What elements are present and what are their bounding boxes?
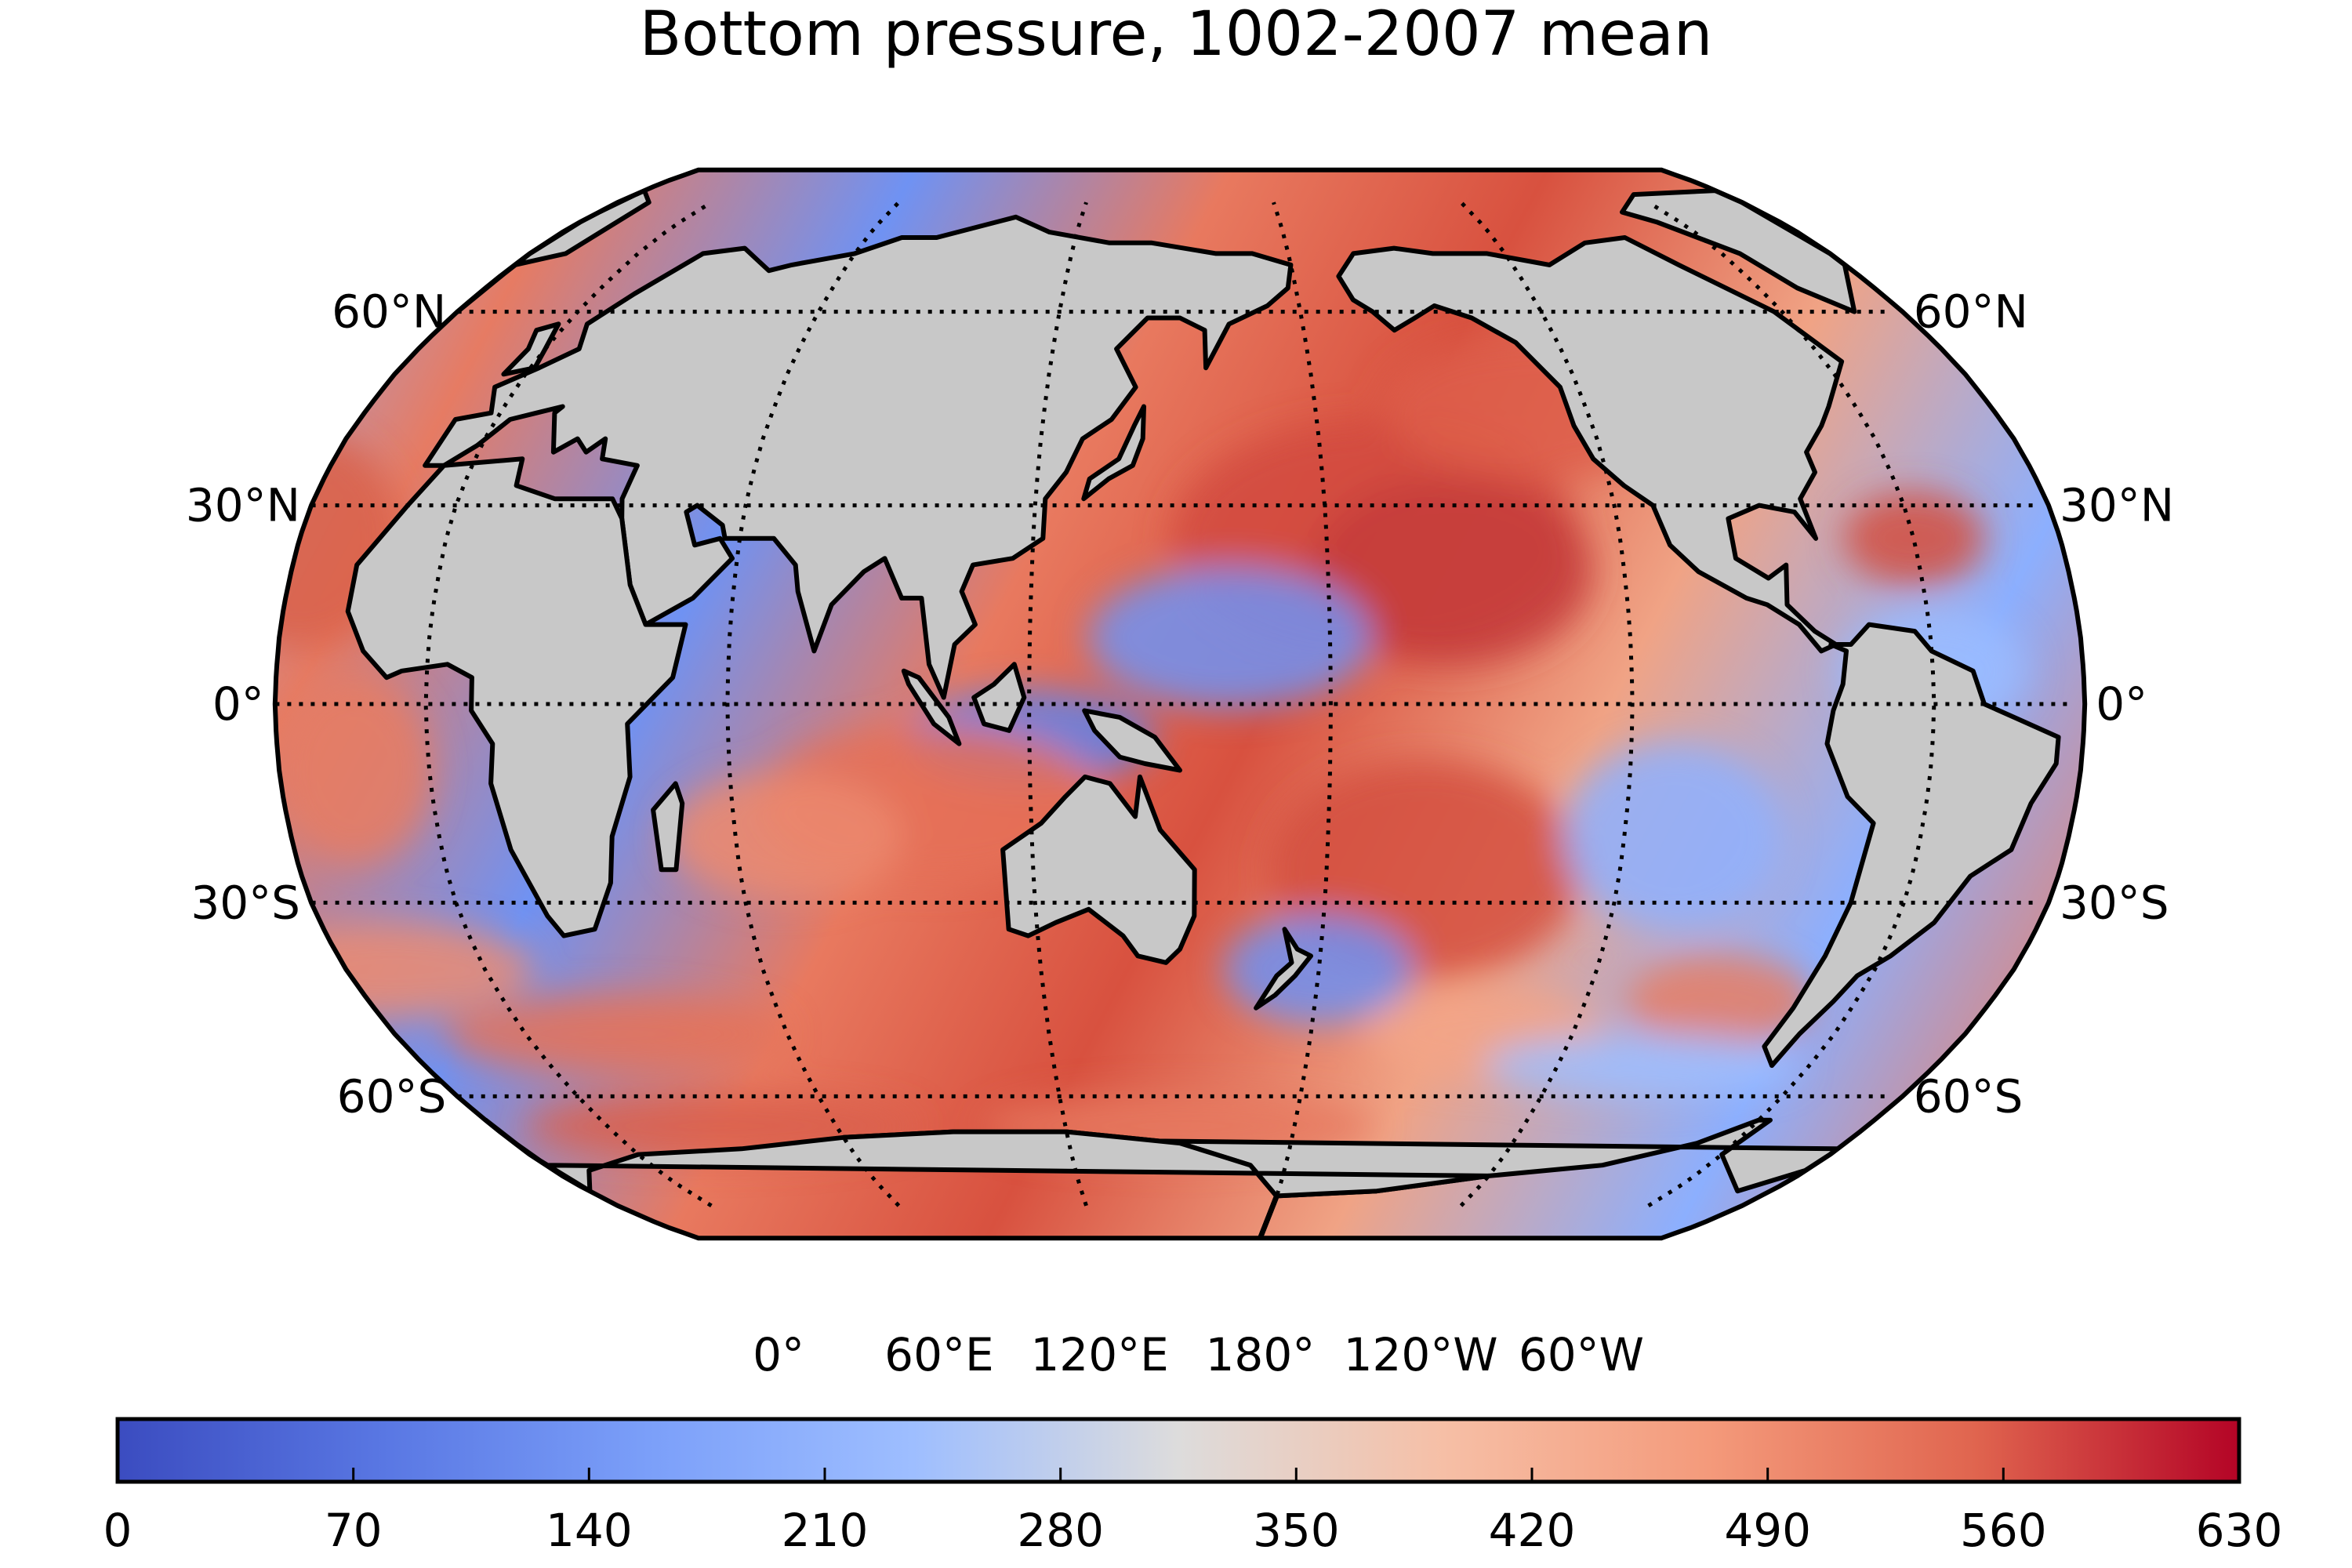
colorbar-tick-label: 140 [546, 1504, 633, 1557]
ocean-field-patch [1842, 491, 1984, 586]
lat-label-left: 30°N [186, 479, 300, 532]
lat-label-right: 60°S [1914, 1069, 2024, 1123]
lon-label: 60°E [884, 1328, 993, 1381]
land-africa [345, 456, 688, 938]
land-new-zealand [1254, 927, 1313, 1011]
lat-label-left: 30°S [191, 876, 300, 929]
colorbar-tick-label: 70 [325, 1504, 383, 1557]
colorbar-tick-label: 350 [1253, 1504, 1340, 1557]
lon-label: 180° [1206, 1328, 1316, 1381]
ocean-field-patch [667, 773, 903, 899]
lat-label-right: 30°N [2060, 479, 2174, 532]
ocean-field-patch [274, 922, 534, 1017]
lon-label: 60°W [1519, 1328, 1644, 1381]
lat-label-right: 60°N [1914, 285, 2028, 339]
lat-label-right: 30°S [2060, 876, 2169, 929]
meridian-180 [1272, 201, 1333, 1207]
meridian-60 [725, 201, 901, 1207]
meridian--120 [1459, 201, 1635, 1207]
ocean-field-patch [1485, 1034, 1798, 1098]
ocean-field-patch [440, 994, 786, 1073]
lat-label-right: 0° [2096, 677, 2147, 731]
latitude-labels: 60°N 60°N 30°N 30°N 0° 0° 30°S 30°S 60°S 60°S [186, 285, 2174, 1123]
ocean-field-patch [1563, 742, 1784, 931]
land-madagascar [651, 781, 685, 873]
lon-label: 120°W [1344, 1328, 1498, 1381]
land-sumatra [901, 668, 962, 746]
colorbar-tick-label: 420 [1489, 1504, 1576, 1557]
land-north-america [1336, 235, 1845, 654]
graticule [275, 200, 2071, 1208]
land-japan [1081, 404, 1146, 502]
lon-label: 120°E [1030, 1328, 1168, 1381]
colorbar-ticks: 0 70 140 210 280 350 420 490 560 630 [103, 1468, 2283, 1557]
lat-label-left: 60°S [337, 1069, 447, 1123]
land-south-america [1762, 622, 2061, 1069]
land-uk [501, 321, 561, 377]
chart-title: Bottom pressure, 1002-2007 mean [640, 0, 1713, 70]
ocean-field-patch [275, 676, 433, 865]
colorbar-gradient [115, 1417, 2241, 1484]
land-masses [345, 188, 2061, 1239]
land-new-guinea [1082, 708, 1182, 773]
colorbar-tick-label: 490 [1724, 1504, 1811, 1557]
colorbar: 0 70 140 210 280 350 420 490 560 630 [103, 1417, 2283, 1557]
colorbar-tick-label: 560 [1960, 1504, 2047, 1557]
colorbar-tick-label: 280 [1017, 1504, 1104, 1557]
land-australia [1000, 774, 1197, 965]
map-boundary [272, 167, 2088, 1241]
longitude-labels: 0° 60°E 120°E 180° 120°W 60°W [753, 1328, 1644, 1381]
lat-label-left: 0° [212, 677, 264, 731]
meridian-120 [1027, 201, 1088, 1207]
lat-label-left: 60°N [332, 285, 446, 339]
land-eurasia [423, 214, 1294, 700]
land-borneo [971, 662, 1027, 733]
lon-label: 0° [753, 1328, 804, 1381]
colorbar-tick-label: 630 [2196, 1504, 2283, 1557]
ocean-field-patch [1626, 954, 1815, 1049]
ocean-field-patch [1225, 914, 1414, 1025]
ocean-field-patch [1310, 477, 1593, 666]
colorbar-tick-label: 210 [782, 1504, 869, 1557]
colorbar-tick-label: 0 [103, 1504, 132, 1557]
ocean-field-patch [1088, 567, 1371, 709]
ocean-pressure-field [274, 336, 2027, 1158]
